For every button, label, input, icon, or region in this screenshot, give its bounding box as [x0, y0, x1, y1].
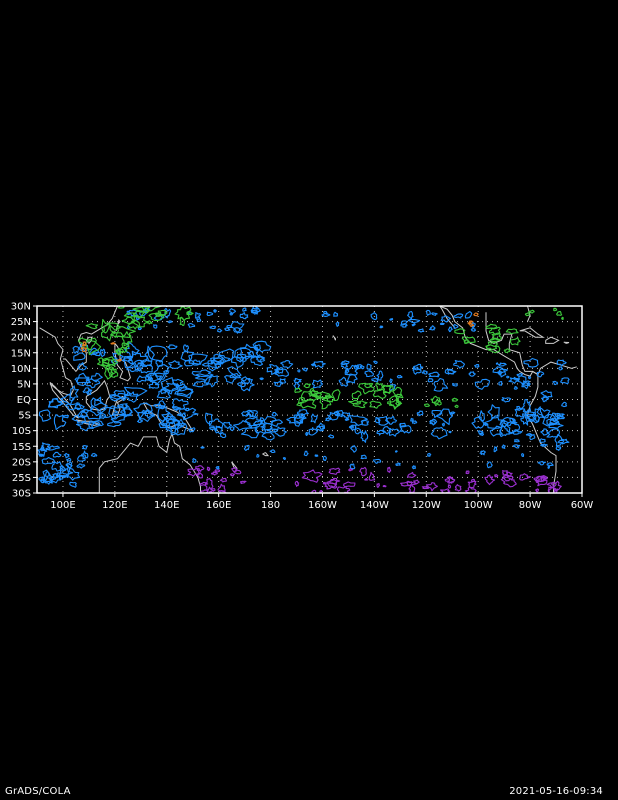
- lon-label: 120W: [412, 500, 441, 511]
- latitude-labels: 30N 25N 20N 15N 10N 5N EQ 5S 10S 15S 20S 25S 30S: [11, 302, 31, 500]
- lat-label: 15N: [11, 348, 31, 359]
- contour-blue: [440, 323, 444, 325]
- lon-label: 140W: [360, 500, 389, 511]
- contour-blue: [201, 447, 204, 448]
- contour-blue: [390, 319, 393, 321]
- lat-label: 10N: [11, 364, 31, 375]
- lon-label: 160E: [206, 500, 231, 511]
- lon-label: 180: [261, 500, 280, 511]
- contour-purple: [365, 479, 368, 481]
- contour-purple: [383, 486, 386, 487]
- lat-label: 5N: [17, 379, 31, 390]
- lon-label: 80W: [519, 500, 542, 511]
- contour-blue: [496, 363, 497, 364]
- lon-label: 120E: [102, 500, 127, 511]
- contour-blue: [345, 419, 349, 421]
- contour-orange: [468, 323, 471, 324]
- contour-blue: [451, 412, 455, 414]
- contour-orange: [469, 321, 473, 322]
- contour-green: [562, 317, 564, 319]
- footer-timestamp: 2021-05-16-09:34: [509, 786, 603, 797]
- contour-blue: [315, 455, 318, 456]
- contour-blue: [380, 326, 383, 328]
- lon-label: 100W: [464, 500, 493, 511]
- contour-blue: [283, 458, 285, 460]
- contour-blue: [214, 310, 217, 312]
- lat-label: EQ: [17, 395, 31, 406]
- lat-label: 25S: [12, 473, 31, 484]
- lat-label: 20N: [11, 333, 31, 344]
- coastline: [141, 297, 144, 303]
- contour-blue: [396, 451, 398, 452]
- lon-label: 160W: [308, 500, 337, 511]
- lon-label: 100E: [50, 500, 75, 511]
- lat-label: 30N: [11, 302, 31, 313]
- contour-blue: [449, 431, 451, 432]
- contour-blue: [412, 324, 415, 325]
- lon-label: 140E: [154, 500, 179, 511]
- contour-blue: [442, 423, 444, 426]
- lat-label: 5S: [18, 411, 31, 422]
- lat-label: 20S: [12, 457, 31, 468]
- lat-label: 25N: [11, 317, 31, 328]
- lat-label: 30S: [12, 489, 31, 500]
- lon-label: 60W: [571, 500, 594, 511]
- contour-orange: [111, 343, 115, 344]
- contour-blue: [548, 467, 549, 469]
- contour-blue: [260, 378, 263, 380]
- lat-label: 15S: [12, 442, 31, 453]
- contour-orange: [117, 359, 121, 361]
- contour-blue: [305, 433, 308, 436]
- contour-blue: [168, 321, 172, 323]
- lat-label: 10S: [12, 426, 31, 437]
- footer-credit: GrADS/COLA: [5, 786, 71, 797]
- longitude-labels: 100E 120E 140E 160E 180 160W 140W 120W 100W 80W 60…: [50, 500, 593, 511]
